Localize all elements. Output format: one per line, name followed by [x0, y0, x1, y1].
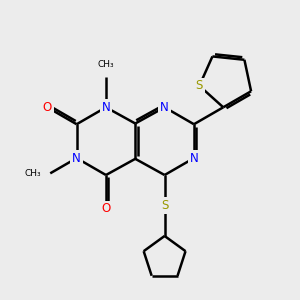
Text: N: N	[72, 152, 81, 165]
Text: CH₃: CH₃	[98, 61, 114, 70]
Text: N: N	[190, 152, 198, 165]
Text: S: S	[161, 199, 168, 212]
Text: N: N	[102, 101, 110, 114]
Text: CH₃: CH₃	[25, 169, 41, 178]
Text: S: S	[196, 79, 203, 92]
Text: O: O	[43, 101, 52, 114]
Text: N: N	[160, 101, 169, 114]
Text: O: O	[101, 202, 111, 215]
